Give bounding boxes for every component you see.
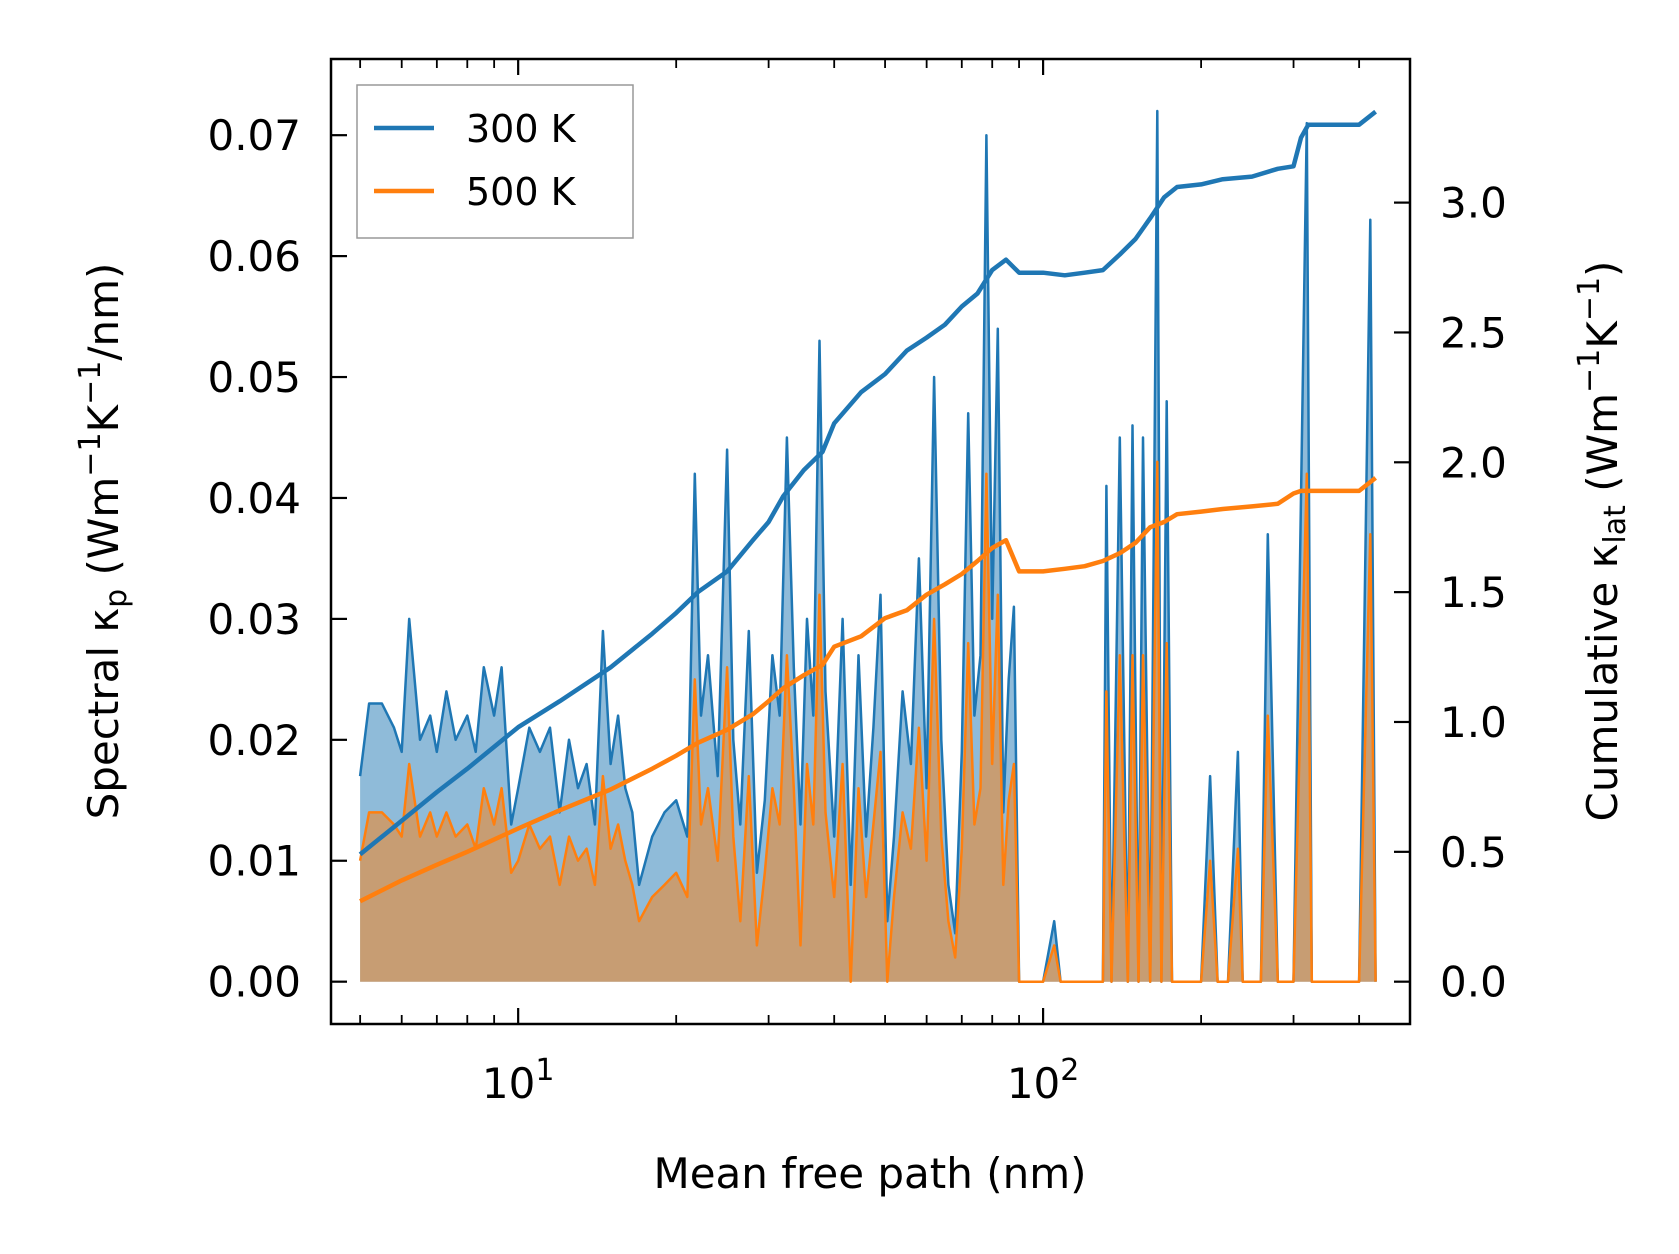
y-right-tick-label: 3.0 [1440,179,1507,228]
legend-label-300K: 300 K [466,107,577,151]
cumulative-line-500K [359,476,1377,904]
y-left-tick-label: 0.07 [207,111,301,160]
data-lines [358,109,1377,904]
legend-box [356,84,634,239]
y-left-tick-label: 0.03 [207,595,301,644]
y-right-axis-title: Cumulative κlat (Wm−1K−1) [1572,261,1633,822]
y-left-tick-label: 0.06 [207,232,301,281]
y-right-tick-label: 2.5 [1440,309,1507,358]
spectral-fill-500K [360,461,1376,982]
y-left-tick-label: 0.05 [207,353,301,402]
y-right-tick-label: 1.0 [1440,698,1507,747]
y-left-axis-title: Spectral κp (Wm−1K−1/nm) [73,263,134,820]
x-tick-label-10: 101 [482,1053,555,1108]
legend-label-500K: 500 K [466,170,577,214]
y-left-tick-label: 0.00 [207,958,301,1007]
x-tick-label-100: 102 [1007,1053,1080,1108]
spectral-line-500K [358,460,1377,983]
cumulative-line-300K [358,109,1377,857]
y-right-tick-label: 2.0 [1440,438,1507,487]
legend: 300 K 500 K [356,84,634,239]
plot-frame [329,57,1412,1026]
spectral-fills [358,109,1377,983]
y-right-tick-label: 1.5 [1440,568,1507,617]
y-left-tick-label: 0.02 [207,716,301,765]
y-left-tick-label: 0.04 [207,474,301,523]
x-axis-title: Mean free path (nm) [653,1149,1086,1198]
axis-ticks [331,59,1411,1024]
y-right-tick-label: 0.0 [1440,958,1507,1007]
y-right-tick-label: 0.5 [1440,828,1507,877]
y-left-tick-label: 0.01 [207,837,301,886]
